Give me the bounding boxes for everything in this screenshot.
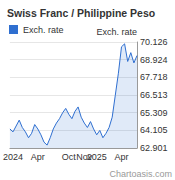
svg-text:Oct: Oct: [62, 152, 77, 162]
svg-text:Apr: Apr: [31, 152, 45, 162]
svg-text:Nov: Nov: [76, 151, 93, 162]
svg-text:Exch. rate: Exch. rate: [96, 27, 137, 37]
svg-text:62.901: 62.901: [140, 143, 168, 153]
svg-text:64.105: 64.105: [140, 125, 168, 135]
svg-text:70.126: 70.126: [140, 37, 168, 47]
svg-text:Apr: Apr: [114, 152, 128, 162]
svg-text:67.718: 67.718: [140, 72, 168, 82]
svg-text:2024: 2024: [3, 152, 23, 162]
svg-text:Exch. rate: Exch. rate: [23, 25, 64, 35]
svg-text:68.924: 68.924: [140, 55, 168, 65]
svg-text:Chartoasis.com: Chartoasis.com: [109, 169, 172, 179]
svg-text:65.309: 65.309: [140, 108, 168, 118]
svg-text:66.513: 66.513: [140, 90, 168, 100]
svg-text:Swiss Franc / Philippine Peso: Swiss Franc / Philippine Peso: [7, 7, 155, 19]
svg-text:2025: 2025: [87, 152, 107, 162]
